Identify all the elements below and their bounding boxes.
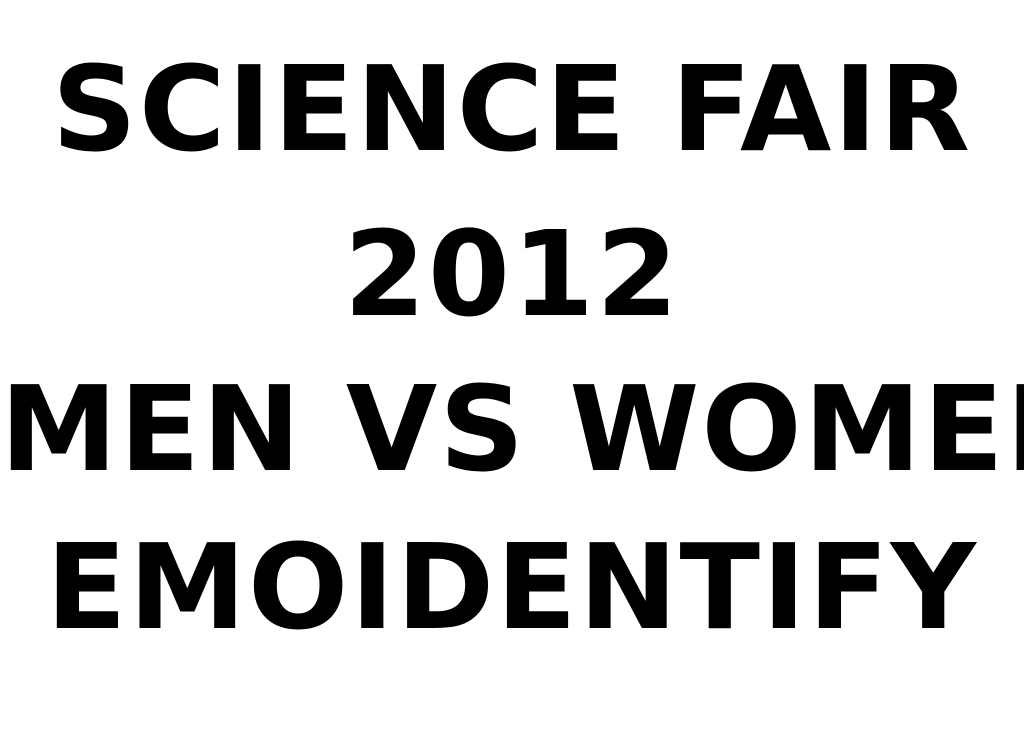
title-line-event: SCIENCE FAIR (51, 40, 973, 178)
title-line-year: 2012 (343, 205, 681, 343)
title-line-project: EMOIDENTIFY (45, 518, 978, 656)
title-line-topic: MEN VS WOMEN (0, 360, 1024, 498)
